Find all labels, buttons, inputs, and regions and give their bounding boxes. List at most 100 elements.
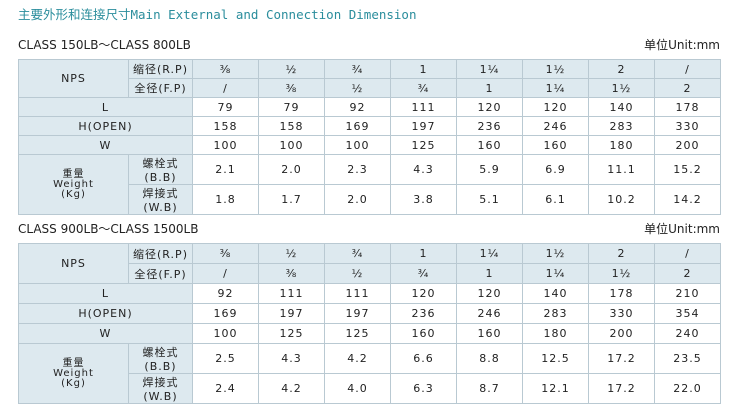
- row-label: 螺栓式(B.B): [128, 154, 193, 185]
- size-cell: ¾: [390, 263, 457, 284]
- value-cell: 14.2: [654, 184, 721, 215]
- size-cell: 2: [588, 59, 655, 79]
- value-cell: 140: [588, 97, 655, 117]
- row-label: L: [18, 283, 193, 304]
- table-row: H(OPEN) 158 158 169 197 236 246 283 330: [18, 116, 721, 136]
- size-cell: 1½: [522, 243, 589, 264]
- value-cell: 4.3: [258, 343, 325, 374]
- size-cell: 1½: [522, 59, 589, 79]
- value-cell: 100: [192, 323, 259, 344]
- size-cell: /: [192, 263, 259, 284]
- value-cell: 283: [522, 303, 589, 324]
- value-cell: 6.1: [522, 184, 589, 215]
- rp-label: 缩径(R.P): [128, 59, 193, 79]
- fp-label: 全径(F.P): [128, 263, 193, 284]
- table-row: W 100 100 100 125 160 160 180 200: [18, 135, 721, 155]
- size-cell: /: [654, 243, 721, 264]
- value-cell: 240: [654, 323, 721, 344]
- row-label: 焊接式(W.B): [128, 373, 193, 404]
- size-cell: 1: [456, 78, 523, 98]
- value-cell: 3.8: [390, 184, 457, 215]
- table-body: NPS 缩径(R.P) ⅜ ½ ¾ 1 1¼ 1½ 2/全径(F.P) / ⅜ ½ ¾ 1 1¼ 1½ 2 L 92…: [18, 243, 721, 404]
- value-cell: 160: [390, 323, 457, 344]
- table-row: 全径(F.P) / ⅜ ½ ¾ 1 1¼ 1½ 2: [19, 263, 721, 284]
- value-cell: 92: [192, 283, 259, 304]
- value-cell: 178: [588, 283, 655, 304]
- weight-label-line: (Kg): [61, 188, 86, 200]
- value-cell: 12.5: [522, 343, 589, 374]
- value-cell: 100: [324, 135, 391, 155]
- value-cell: 169: [192, 303, 259, 324]
- value-cell: 197: [390, 116, 457, 136]
- size-cell: ¾: [324, 59, 391, 79]
- value-cell: 15.2: [654, 154, 721, 185]
- value-cell: 160: [456, 135, 523, 155]
- size-cell: 1¼: [456, 243, 523, 264]
- value-cell: 100: [192, 135, 259, 155]
- nps-label: NPS: [18, 59, 129, 98]
- table-row: 重量 Weight (Kg) 螺栓式(B.B) 2.5 4.3 4.2 6.6 8.8 12.5 1…: [18, 343, 721, 404]
- table-row: 重量 Weight (Kg) 螺栓式(B.B) 2.1 2.0 2.3 4.3 5.9 6.9 11…: [18, 154, 721, 215]
- dimension-table: NPS 缩径(R.P) ⅜ ½ ¾ 1 1¼ 1½ 2/全径(F.P) / ⅜ ½ ¾ 1 1¼ 1½ 2 L 92…: [18, 243, 721, 404]
- size-cell: ⅜: [192, 59, 259, 79]
- size-cell: 1½: [588, 78, 655, 98]
- unit: 单位Unit:mm: [644, 222, 720, 236]
- table-row: H(OPEN) 169 197 197 236 246 283 330 354: [18, 303, 721, 324]
- value-cell: 180: [588, 135, 655, 155]
- row-label: W: [18, 323, 193, 344]
- value-cell: 79: [192, 97, 259, 117]
- value-cell: 5.9: [456, 154, 523, 185]
- size-cell: 1¼: [522, 78, 589, 98]
- value-cell: 210: [654, 283, 721, 304]
- value-cell: 2.5: [192, 343, 259, 374]
- value-cell: 180: [522, 323, 589, 344]
- fp-label: 全径(F.P): [128, 78, 193, 98]
- value-cell: 6.6: [390, 343, 457, 374]
- size-cell: ½: [258, 243, 325, 264]
- class-range: CLASS 900LB～CLASS 1500LB: [18, 222, 199, 236]
- value-cell: 330: [654, 116, 721, 136]
- table-heading: CLASS 900LB～CLASS 1500LB 单位Unit:mm: [18, 220, 720, 237]
- row-label: H(OPEN): [18, 303, 193, 324]
- value-cell: 160: [522, 135, 589, 155]
- value-cell: 354: [654, 303, 721, 324]
- value-cell: 246: [456, 303, 523, 324]
- size-cell: 2: [654, 263, 721, 284]
- value-cell: 236: [390, 303, 457, 324]
- size-cell: ¾: [390, 78, 457, 98]
- value-cell: 23.5: [654, 343, 721, 374]
- value-cell: 158: [258, 116, 325, 136]
- value-cell: 125: [324, 323, 391, 344]
- value-cell: 4.2: [324, 343, 391, 374]
- value-cell: 4.2: [258, 373, 325, 404]
- value-cell: 11.1: [588, 154, 655, 185]
- value-cell: 330: [588, 303, 655, 324]
- size-cell: 2: [654, 78, 721, 98]
- value-cell: 283: [588, 116, 655, 136]
- value-cell: 140: [522, 283, 589, 304]
- size-cell: /: [192, 78, 259, 98]
- value-cell: 120: [390, 283, 457, 304]
- value-cell: 92: [324, 97, 391, 117]
- value-cell: 160: [456, 323, 523, 344]
- size-cell: 1½: [588, 263, 655, 284]
- row-label: 螺栓式(B.B): [128, 343, 193, 374]
- value-cell: 8.7: [456, 373, 523, 404]
- size-cell: 1: [390, 59, 457, 79]
- value-cell: 4.0: [324, 373, 391, 404]
- rp-label: 缩径(R.P): [128, 243, 193, 264]
- table-row: 全径(F.P) / ⅜ ½ ¾ 1 1¼ 1½ 2: [19, 78, 721, 98]
- size-cell: 1¼: [522, 263, 589, 284]
- value-cell: 79: [258, 97, 325, 117]
- value-cell: 178: [654, 97, 721, 117]
- weight-label: 重量 Weight (Kg): [18, 154, 129, 215]
- page-title: 主要外形和连接尺寸Main External and Connection Di…: [18, 7, 417, 22]
- row-label: 焊接式(W.B): [128, 184, 193, 215]
- weight-label-line: (Kg): [61, 377, 86, 389]
- value-cell: 22.0: [654, 373, 721, 404]
- value-cell: 200: [588, 323, 655, 344]
- weight-label-line: 重量: [62, 357, 85, 369]
- value-cell: 17.2: [588, 343, 655, 374]
- size-cell: 1: [390, 243, 457, 264]
